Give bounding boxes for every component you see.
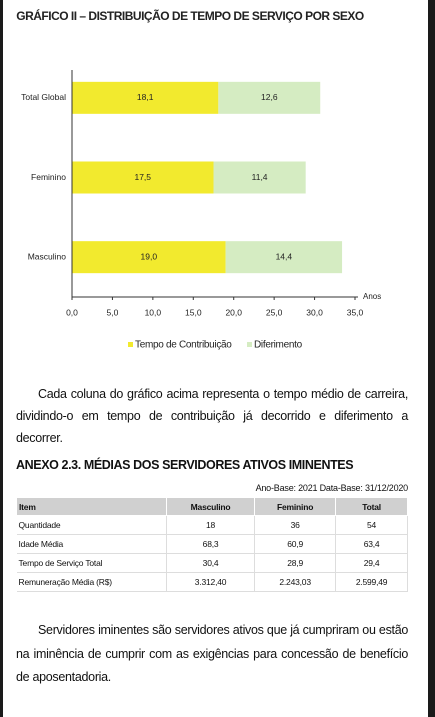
x-tick-label: 5,0 (107, 307, 119, 317)
table-cell: 36 (254, 515, 337, 535)
table-row: Idade Média 68,3 60,9 63,4 (16, 534, 408, 554)
table-title: ANEXO 2.3. MÉDIAS DOS SERVIDORES ATIVOS … (16, 458, 354, 472)
bar-segment (72, 81, 219, 114)
table-header-cell: Total (335, 497, 408, 516)
y-tick-label: Masculino (28, 251, 67, 261)
data-label: 17,5 (134, 172, 151, 182)
table-cell: 28,9 (254, 553, 337, 573)
y-tick-label: Feminino (31, 172, 66, 182)
table: Item Masculino Feminino Total Quantidade 18 36… (16, 497, 408, 592)
bar-segment (218, 81, 321, 114)
data-label: 18,1 (137, 92, 154, 102)
y-tick-label: Total Global (21, 92, 66, 102)
table-cell: 2.243,03 (254, 572, 337, 592)
bar-segment (213, 161, 306, 194)
x-tick-label: 15,0 (185, 307, 202, 317)
table-row: Tempo de Serviço Total 30,4 28,9 29,4 (16, 553, 408, 573)
x-tick-label: 25,0 (266, 307, 283, 317)
data-label: 19,0 (141, 251, 158, 261)
table-row: Quantidade 18 36 54 (16, 515, 408, 535)
chart-title: GRÁFICO II – DISTRIBUIÇÃO DE TEMPO DE SE… (16, 8, 364, 23)
legend-label: Tempo de Contribuição (135, 340, 232, 351)
screen-edge (0, 0, 3, 717)
table-cell: 29,4 (335, 553, 408, 573)
x-tick-label: 35,0 (347, 307, 364, 317)
table-cell: 30,4 (166, 553, 256, 573)
x-tick-label: 0,0 (66, 307, 78, 317)
bar-segment (72, 241, 226, 274)
table-row: Remuneração Média (R$) 3.312,40 2.243,03 2.… (16, 572, 408, 592)
table-header: Item Masculino Feminino Total (16, 497, 408, 516)
table-cell: Idade Média (16, 534, 167, 554)
chart: GRÁFICO II – DISTRIBUIÇÃO DE TEMPO DE SE… (16, 8, 381, 351)
table-cell: 3.312,40 (166, 572, 256, 592)
x-tick-label: 10,0 (145, 307, 162, 317)
table-cell: 18 (166, 515, 256, 535)
bar-segment (225, 241, 343, 274)
table-header-cell: Masculino (165, 497, 256, 516)
paragraph: Servidores iminentes são servidores ativ… (16, 623, 408, 684)
table-cell: 60,9 (254, 534, 337, 554)
table-cell: 2.599,49 (335, 572, 408, 592)
table-header-cell: Item (16, 497, 167, 516)
legend-label: Diferimento (254, 340, 303, 351)
legend-swatch (128, 342, 133, 347)
x-tick-label: 30,0 (306, 307, 323, 317)
table-cell: Tempo de Serviço Total (16, 553, 167, 573)
table-header-cell: Feminino (254, 497, 337, 516)
data-label: 12,6 (261, 92, 278, 102)
table-cell: Quantidade (16, 515, 167, 535)
table-cell: 63,4 (335, 534, 408, 554)
axis-label: Anos (363, 292, 381, 301)
data-label: 11,4 (252, 172, 268, 182)
table-cell: Remuneração Média (R$) (16, 572, 167, 592)
data-label: 14,4 (276, 251, 293, 261)
table-cell: 54 (335, 515, 408, 535)
bar-segment (72, 161, 214, 194)
legend-swatch (247, 342, 252, 347)
screen-edge (428, 0, 435, 717)
paragraph: Cada coluna do gráfico acima representa … (16, 387, 408, 445)
table-cell: 68,3 (166, 534, 256, 554)
table-subtitle: Ano-Base: 2021 Data-Base: 31/12/2020 (255, 483, 409, 493)
x-tick-label: 20,0 (225, 307, 242, 317)
